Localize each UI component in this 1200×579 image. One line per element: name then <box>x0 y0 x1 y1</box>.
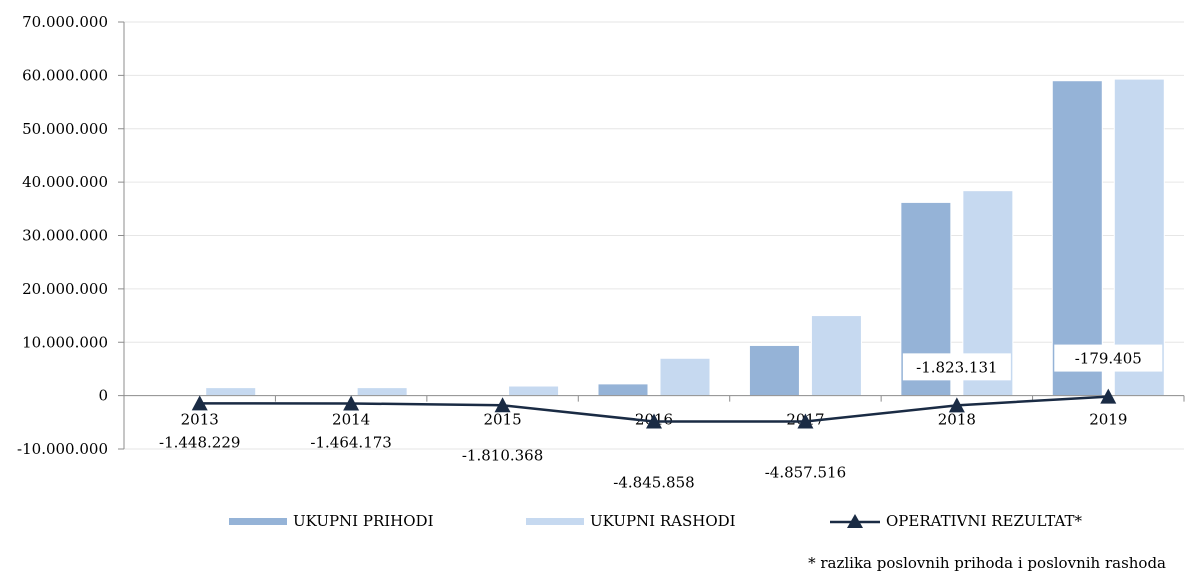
y-tick-label: 70.000.000 <box>22 13 108 31</box>
line-marker <box>948 397 965 413</box>
y-tick-label: 10.000.000 <box>22 333 108 351</box>
data-label: -1.810.368 <box>462 446 543 464</box>
y-tick-label: 30.000.000 <box>22 227 108 245</box>
y-tick-label: 50.000.000 <box>22 120 108 138</box>
bar-ukupni-rashodi <box>1113 78 1165 397</box>
legend-label-prihodi: UKUPNI PRIHODI <box>293 512 434 530</box>
x-tick-label: 2015 <box>483 411 521 429</box>
data-label: -1.823.131 <box>916 358 997 376</box>
data-label: -179.405 <box>1075 350 1142 368</box>
data-label: -1.464.173 <box>310 433 391 451</box>
x-tick-label: 2014 <box>332 411 370 429</box>
bar-ukupni-rashodi <box>659 357 711 397</box>
data-label-bg <box>902 353 1011 381</box>
line-marker <box>343 395 360 411</box>
bar-ukupni-rashodi <box>810 315 862 397</box>
legend-swatch-rashodi <box>526 517 584 525</box>
bar-ukupni-prihodi <box>748 344 800 397</box>
line-marker <box>1100 388 1117 404</box>
bar-ukupni-rashodi <box>205 387 257 397</box>
x-tick-label: 2013 <box>181 411 219 429</box>
data-label: -4.857.516 <box>765 464 846 482</box>
line-marker <box>494 397 511 413</box>
y-tick-label: 60.000.000 <box>22 66 108 84</box>
y-tick-label: 0 <box>98 387 108 405</box>
x-tick-label: 2019 <box>1089 411 1127 429</box>
chart-plot: -10.000.000 0 10.000.000 20.000.000 30.000.0… <box>17 13 1185 491</box>
line-marker <box>191 395 208 411</box>
chart-footnote: * razlika poslovnih prihoda i poslovnih … <box>808 554 1166 572</box>
data-label: -1.448.229 <box>159 433 240 451</box>
x-tick-label: 2018 <box>938 411 976 429</box>
y-tick-label: 40.000.000 <box>22 173 108 191</box>
bar-ukupni-prihodi <box>597 383 649 397</box>
bar-ukupni-rashodi <box>356 387 408 397</box>
legend-item-rashodi: UKUPNI RASHODI <box>526 512 736 530</box>
line-marker <box>797 413 814 429</box>
legend-label-rezultat: OPERATIVNI REZULTAT* <box>886 512 1082 530</box>
legend-swatch-prihodi <box>229 517 287 525</box>
legend-swatch-rezultat <box>830 514 880 528</box>
legend-item-prihodi: UKUPNI PRIHODI <box>229 512 434 530</box>
data-label: -4.845.858 <box>613 473 694 491</box>
legend-item-rezultat: OPERATIVNI REZULTAT* <box>830 512 1082 530</box>
chart-legend: UKUPNI PRIHODI UKUPNI RASHODI OPERATIVNI… <box>0 512 1200 536</box>
legend-label-rashodi: UKUPNI RASHODI <box>590 512 736 530</box>
bar-ukupni-prihodi <box>1051 80 1103 397</box>
bar-ukupni-rashodi <box>508 385 560 397</box>
line-marker <box>646 413 662 429</box>
y-tick-label: 20.000.000 <box>22 280 108 298</box>
y-tick-label: -10.000.000 <box>17 440 108 458</box>
data-label-bg <box>1054 344 1163 372</box>
